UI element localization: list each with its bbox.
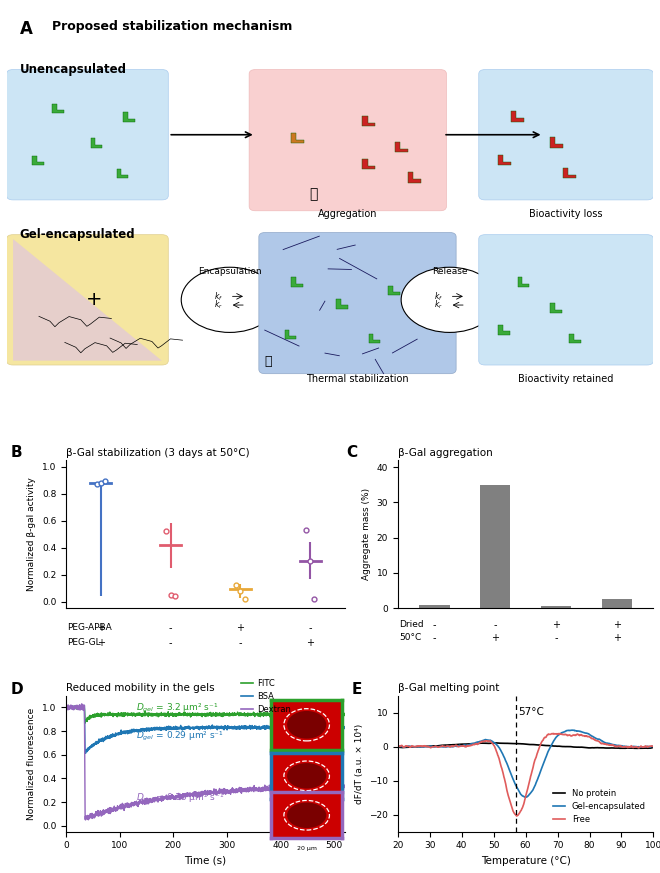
Text: PEG-GL: PEG-GL <box>67 638 101 647</box>
Text: Gel-encapsulated: Gel-encapsulated <box>20 228 135 241</box>
Text: +: + <box>491 634 499 643</box>
Legend: FITC, BSA, Dextran: FITC, BSA, Dextran <box>238 675 294 718</box>
Text: Release: Release <box>432 267 467 276</box>
Text: A: A <box>20 19 32 38</box>
Text: -: - <box>494 620 497 630</box>
FancyBboxPatch shape <box>7 70 168 200</box>
Text: +: + <box>552 620 560 630</box>
FancyBboxPatch shape <box>478 235 653 365</box>
Polygon shape <box>291 133 304 143</box>
Text: -: - <box>308 623 312 633</box>
Polygon shape <box>369 333 380 343</box>
Text: $k_f$: $k_f$ <box>214 290 222 303</box>
Text: -: - <box>239 638 242 648</box>
Polygon shape <box>13 239 162 361</box>
Text: Reduced mobility in the gels: Reduced mobility in the gels <box>66 684 214 693</box>
Text: +: + <box>236 623 244 633</box>
Text: 57°C: 57°C <box>519 707 544 718</box>
FancyBboxPatch shape <box>259 232 456 374</box>
Text: -: - <box>432 620 436 630</box>
Text: Unencapsulated: Unencapsulated <box>20 63 127 76</box>
Text: D: D <box>10 682 23 697</box>
Text: β-Gal aggregation: β-Gal aggregation <box>398 448 492 457</box>
Text: 50°C: 50°C <box>399 634 421 643</box>
Y-axis label: Normalized β-gal activity: Normalized β-gal activity <box>27 478 36 591</box>
Text: Bioactivity loss: Bioactivity loss <box>529 210 603 219</box>
Y-axis label: Aggregate mass (%): Aggregate mass (%) <box>362 488 371 581</box>
Text: +: + <box>306 638 314 648</box>
Text: +: + <box>613 634 621 643</box>
Polygon shape <box>570 333 581 343</box>
Polygon shape <box>32 155 44 165</box>
Text: +: + <box>613 620 621 630</box>
Text: Proposed stabilization mechanism: Proposed stabilization mechanism <box>52 19 292 32</box>
Polygon shape <box>362 115 376 126</box>
Polygon shape <box>362 159 376 169</box>
Polygon shape <box>563 168 576 178</box>
Polygon shape <box>511 111 524 121</box>
Polygon shape <box>291 278 303 287</box>
Text: -: - <box>169 638 172 648</box>
Text: B: B <box>10 445 22 460</box>
Text: -: - <box>169 623 172 633</box>
Polygon shape <box>550 137 563 148</box>
Polygon shape <box>123 113 135 121</box>
Polygon shape <box>52 104 63 113</box>
Text: $k_r$: $k_r$ <box>434 299 442 312</box>
Text: Dried: Dried <box>399 620 424 629</box>
Polygon shape <box>284 329 296 339</box>
Polygon shape <box>498 326 510 334</box>
X-axis label: Time (s): Time (s) <box>184 856 226 866</box>
Bar <box>541 607 572 608</box>
Text: Aggregation: Aggregation <box>317 210 378 219</box>
Legend: No protein, Gel-encapsulated, Free: No protein, Gel-encapsulated, Free <box>549 786 649 828</box>
FancyBboxPatch shape <box>478 70 653 200</box>
Bar <box>419 605 449 608</box>
Text: PEG-APBA: PEG-APBA <box>67 623 112 632</box>
Text: +: + <box>97 623 105 633</box>
Text: Bioactivity retained: Bioactivity retained <box>518 374 614 384</box>
Text: -: - <box>432 634 436 643</box>
Text: $k_f$: $k_f$ <box>434 290 442 303</box>
Text: Encapsulation: Encapsulation <box>198 267 261 276</box>
Text: +: + <box>97 638 105 648</box>
Text: C: C <box>346 445 358 460</box>
Polygon shape <box>388 286 400 295</box>
Text: β-Gal melting point: β-Gal melting point <box>398 684 499 693</box>
Circle shape <box>182 267 279 333</box>
Text: +: + <box>86 291 102 309</box>
Text: -: - <box>554 634 558 643</box>
Polygon shape <box>550 304 562 313</box>
Polygon shape <box>517 278 529 287</box>
Text: $D_{gel}$ = 0.29 μm² s⁻¹: $D_{gel}$ = 0.29 μm² s⁻¹ <box>136 730 224 743</box>
Text: $k_r$: $k_r$ <box>214 299 222 312</box>
Y-axis label: dF/dT (a.u. × 10⁴): dF/dT (a.u. × 10⁴) <box>354 724 364 804</box>
Polygon shape <box>395 141 408 152</box>
FancyBboxPatch shape <box>249 70 446 210</box>
Text: β-Gal stabilization (3 days at 50°C): β-Gal stabilization (3 days at 50°C) <box>66 448 249 457</box>
Text: Thermal stabilization: Thermal stabilization <box>306 374 409 384</box>
Polygon shape <box>408 172 420 182</box>
Polygon shape <box>90 139 102 148</box>
Text: $D_{gel}$ = 3.2 μm² s⁻¹: $D_{gel}$ = 3.2 μm² s⁻¹ <box>136 702 218 716</box>
Polygon shape <box>117 168 128 178</box>
X-axis label: Temperature (°C): Temperature (°C) <box>480 856 570 866</box>
Text: 🌡: 🌡 <box>310 187 318 201</box>
Bar <box>480 485 510 608</box>
Y-axis label: Normalized fluorescence: Normalized fluorescence <box>27 707 36 820</box>
Text: 🌡: 🌡 <box>265 355 273 368</box>
Polygon shape <box>498 155 511 165</box>
FancyBboxPatch shape <box>7 235 168 365</box>
Text: E: E <box>352 682 362 697</box>
Bar <box>602 600 632 608</box>
Polygon shape <box>337 299 348 308</box>
Circle shape <box>401 267 498 333</box>
Text: $D_{gel}$ = 0.15 μm² s⁻¹: $D_{gel}$ = 0.15 μm² s⁻¹ <box>136 792 224 805</box>
